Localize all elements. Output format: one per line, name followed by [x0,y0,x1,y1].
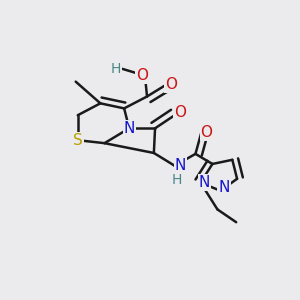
Text: O: O [165,77,177,92]
Text: N: N [199,175,210,190]
Text: N: N [175,158,186,173]
Text: N: N [124,121,135,136]
Text: N: N [218,180,230,195]
Text: H: H [110,62,121,76]
Text: H: H [172,173,182,187]
Text: O: O [174,105,186,120]
Text: O: O [200,125,212,140]
Text: S: S [73,133,82,148]
Text: O: O [136,68,148,83]
